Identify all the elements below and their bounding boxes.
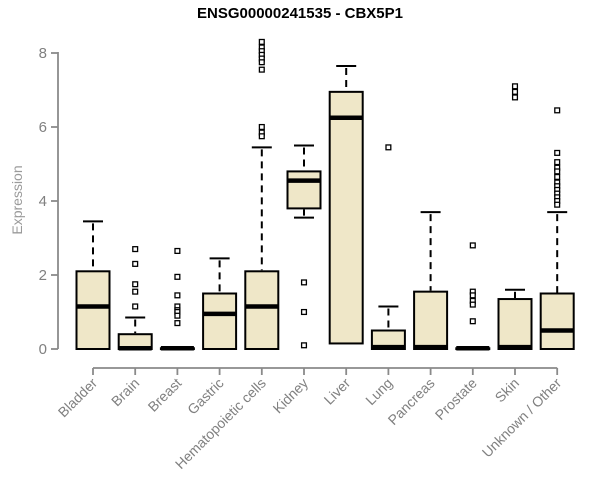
outlier-point	[258, 66, 265, 73]
outlier-point	[174, 292, 181, 299]
outlier-point	[174, 320, 181, 327]
x-tick-label-liver: Liver	[321, 375, 354, 408]
outlier-point	[132, 246, 139, 253]
outlier-point	[469, 242, 476, 249]
boxplot-bladder	[75, 220, 111, 350]
outlier-point	[554, 107, 561, 114]
box	[497, 298, 533, 350]
outlier-point	[300, 279, 308, 286]
x-tick-label-skin: Skin	[492, 375, 523, 406]
outlier-point	[132, 281, 139, 288]
y-tick-label: 0	[39, 341, 47, 358]
outlier-point	[258, 38, 265, 45]
outlier-point	[132, 260, 139, 267]
outlier-point	[554, 168, 561, 175]
outlier-point	[258, 123, 265, 131]
outlier-point	[258, 59, 265, 66]
boxplot-gastric	[202, 257, 238, 350]
box	[202, 292, 238, 350]
x-tick-label-kidney: Kidney	[270, 375, 312, 417]
x-tick-label-brain: Brain	[108, 375, 142, 409]
outlier-point	[132, 288, 139, 295]
outlier-point	[554, 201, 561, 208]
chart-title: ENSG00000241535 - CBX5P1	[197, 5, 403, 22]
boxplot-skin	[497, 83, 533, 350]
y-tick-label: 4	[39, 193, 47, 210]
outlier-point	[174, 273, 181, 280]
x-tick-label-unknown-other: Unknown / Other	[479, 375, 565, 461]
outlier-point	[469, 301, 476, 308]
x-tick-label-lung: Lung	[362, 375, 395, 408]
outlier-point	[385, 144, 392, 151]
outlier-point	[469, 318, 476, 325]
boxplot-brain	[117, 246, 153, 351]
outlier-point	[174, 247, 181, 255]
x-tick-label-bladder: Bladder	[55, 375, 101, 421]
y-tick-label: 8	[39, 45, 47, 62]
y-tick-label: 6	[39, 119, 47, 136]
box	[539, 292, 575, 350]
outlier-point	[511, 83, 519, 90]
x-tick-label-breast: Breast	[145, 375, 185, 415]
x-tick-label-pancreas: Pancreas	[385, 375, 438, 428]
box	[244, 270, 280, 350]
outlier-point	[469, 292, 476, 299]
outlier-point	[300, 342, 308, 349]
boxplot-prostate	[455, 242, 491, 351]
outlier-point	[258, 133, 265, 140]
outlier-point	[554, 173, 561, 181]
box	[75, 270, 111, 350]
boxplot-pancreas	[413, 211, 449, 350]
outlier-point	[554, 149, 561, 156]
outlier-point	[132, 303, 139, 310]
boxplot-liver	[328, 64, 364, 345]
outlier-point	[174, 312, 181, 319]
box	[328, 90, 364, 345]
boxplot-kidney	[286, 144, 322, 349]
outlier-point	[300, 308, 308, 316]
boxplot-breast	[159, 247, 195, 351]
outlier-point	[554, 159, 561, 166]
boxplot-unknown-other	[539, 107, 575, 350]
outlier-point	[511, 88, 519, 95]
y-tick-label: 2	[39, 267, 47, 284]
boxplot-lung	[370, 144, 406, 350]
boxplot-hematopoietic-cells	[244, 38, 280, 350]
x-tick-label-prostate: Prostate	[432, 375, 480, 423]
box	[413, 290, 449, 350]
y-axis: 0 2 4 6 8	[39, 45, 59, 358]
box	[286, 170, 322, 210]
outlier-point	[511, 94, 519, 101]
